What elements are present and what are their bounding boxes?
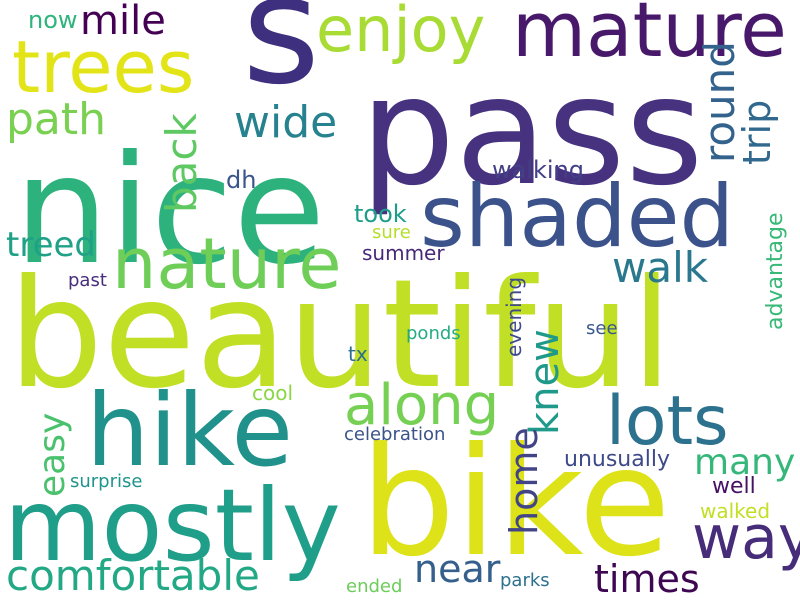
word-parks: parks [500,570,550,591]
word-took: took [354,200,407,228]
word-path: path [6,94,106,145]
word-tx: tx [348,342,368,366]
word-trees: trees [12,25,194,109]
word-walk: walk [612,243,709,292]
word-lots: lots [606,382,729,461]
word-round: round [695,41,744,163]
word-celebration: celebration [344,424,445,445]
word-see: see [586,318,618,339]
word-mostly: mostly [4,467,341,584]
word-walked: walked [700,499,770,523]
word-evening: evening [502,277,526,357]
word-ponds: ponds [406,323,461,344]
word-trip: trip [735,100,779,165]
word-walking: walking [492,156,584,184]
word-comfortable: comfortable [6,551,260,600]
word-easy: easy [32,413,73,497]
word-way: way [692,503,800,573]
word-s: s [242,0,320,118]
word-unusually: unusually [564,447,670,472]
word-summer: summer [362,241,445,265]
word-nice: nice [14,124,326,298]
word-back: back [157,113,206,213]
word-enjoy: enjoy [316,0,485,66]
word-pass: pass [360,45,703,219]
word-ended: ended [346,576,402,597]
word-wide: wide [234,97,337,148]
word-near: near [414,547,501,591]
word-cool: cool [252,381,293,405]
word-surprise: surprise [70,471,142,492]
word-home: home [502,427,546,535]
word-along: along [344,373,499,438]
word-past: past [68,270,107,291]
word-now: now [28,6,78,34]
word-many: many [694,442,795,483]
word-bike: bike [360,416,671,590]
word-dh: dh [226,166,256,194]
word-times: times [594,557,700,600]
word-treed: treed [6,225,96,265]
word-mile: mile [80,0,166,44]
word-sure: sure [372,222,411,243]
word-advantage: advantage [763,213,788,331]
word-mature: mature [512,0,787,74]
word-hike: hike [86,372,293,489]
word-well: well [712,474,756,499]
word-beautiful: beautiful [8,248,673,422]
word-nature: nature [112,223,341,305]
word-knew: knew [522,329,568,435]
word-shaded: shaded [420,167,734,267]
